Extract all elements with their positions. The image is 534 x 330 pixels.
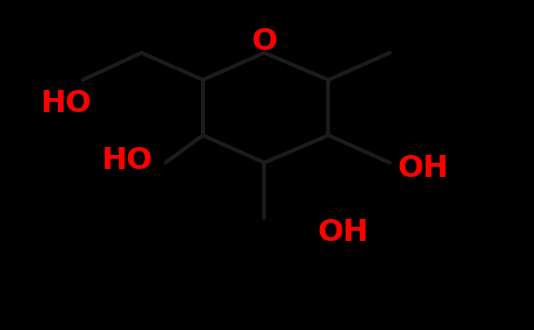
Text: HO: HO xyxy=(40,89,91,118)
Text: HO: HO xyxy=(101,146,153,175)
Text: OH: OH xyxy=(318,218,369,247)
Text: OH: OH xyxy=(398,154,449,183)
Text: O: O xyxy=(252,27,277,56)
